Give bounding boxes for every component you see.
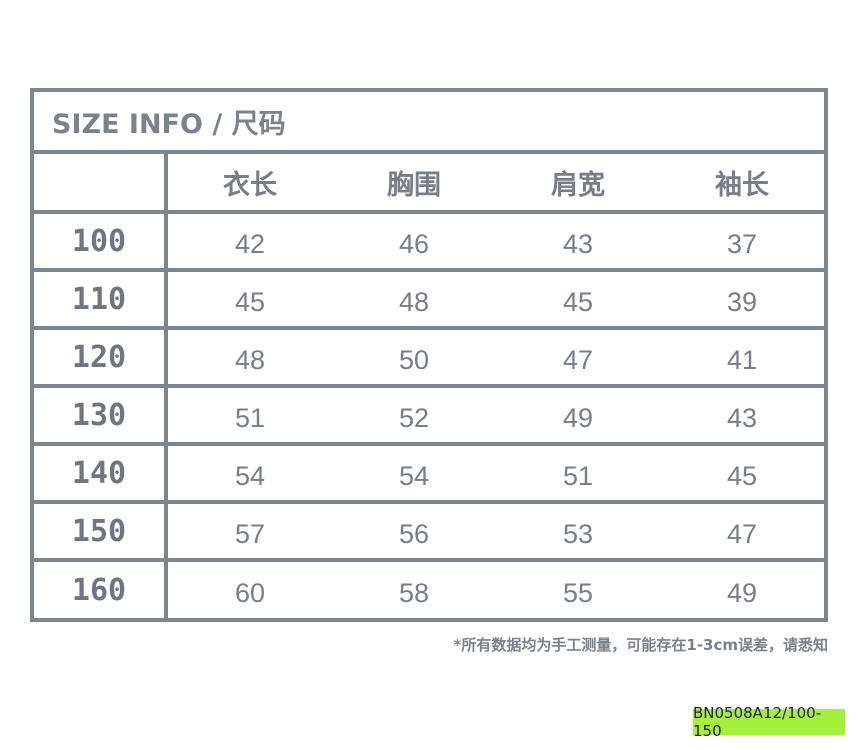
cell-shoulder: 51: [562, 460, 594, 491]
cell-shoulder: 45: [562, 286, 594, 317]
cell-shoulder: 43: [562, 228, 594, 259]
header-shoulder: 肩宽: [551, 169, 605, 201]
table-row: 130 51 52 49 43: [34, 388, 824, 446]
size-table: SIZE INFO / 尺码 衣长 胸围 肩宽 袖长 100 42 46 43 37 11…: [30, 88, 828, 622]
size-label: 110: [34, 272, 168, 326]
cell-length: 48: [234, 344, 266, 375]
cell-shoulder: 47: [562, 344, 594, 375]
cell-sleeve: 47: [726, 518, 758, 549]
cell-sleeve: 41: [726, 344, 758, 375]
cell-chest: 48: [398, 286, 430, 317]
table-row: 150 57 56 53 47: [34, 504, 824, 562]
cell-sleeve: 45: [726, 460, 758, 491]
cell-sleeve: 43: [726, 402, 758, 433]
cell-length: 54: [234, 460, 266, 491]
cell-chest: 58: [398, 577, 430, 608]
table-row: 120 48 50 47 41: [34, 330, 824, 388]
cell-chest: 52: [398, 402, 430, 433]
cell-length: 42: [234, 228, 266, 259]
size-label: 140: [34, 446, 168, 500]
cell-chest: 50: [398, 344, 430, 375]
header-corner: [34, 154, 168, 210]
header-row: 衣长 胸围 肩宽 袖长: [34, 154, 824, 214]
cell-sleeve: 37: [726, 228, 758, 259]
cell-shoulder: 53: [562, 518, 594, 549]
cell-shoulder: 55: [562, 577, 594, 608]
cell-chest: 46: [398, 228, 430, 259]
table-row: 110 45 48 45 39: [34, 272, 824, 330]
cell-chest: 56: [398, 518, 430, 549]
table-title: SIZE INFO / 尺码: [34, 92, 824, 154]
cell-length: 57: [234, 518, 266, 549]
size-label: 130: [34, 388, 168, 442]
table-row: 160 60 58 55 49: [34, 562, 824, 618]
cell-shoulder: 49: [562, 402, 594, 433]
product-code-badge: BN0508A12/100-150: [693, 704, 845, 740]
table-row: 100 42 46 43 37: [34, 214, 824, 272]
size-label: 120: [34, 330, 168, 384]
header-length: 衣长: [223, 169, 277, 201]
cell-chest: 54: [398, 460, 430, 491]
size-label: 100: [34, 214, 168, 268]
cell-length: 45: [234, 286, 266, 317]
header-chest: 胸围: [387, 169, 441, 201]
cell-length: 51: [234, 402, 266, 433]
table-row: 140 54 54 51 45: [34, 446, 824, 504]
cell-sleeve: 49: [726, 577, 758, 608]
cell-length: 60: [234, 577, 266, 608]
cell-sleeve: 39: [726, 286, 758, 317]
header-sleeve: 袖长: [715, 169, 769, 201]
size-label: 150: [34, 504, 168, 558]
size-label: 160: [34, 562, 168, 618]
measurement-note: *所有数据均为手工测量，可能存在1-3cm误差，请悉知: [453, 636, 828, 654]
